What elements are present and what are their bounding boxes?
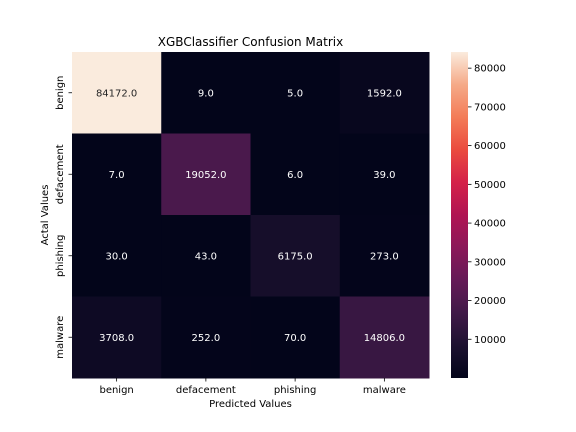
heatmap-cell <box>250 52 341 134</box>
x-axis-ticks: benign defacement phishing malware <box>99 378 406 396</box>
y-axis-ticks: benign defacement phishing malware <box>55 76 72 359</box>
heatmap-cell-label: 6175.0 <box>278 251 313 262</box>
x-tick-label: defacement <box>176 385 236 396</box>
heatmap-cell <box>161 133 251 216</box>
colorbar-tick-label: 40000 <box>474 219 506 230</box>
heatmap-cell <box>250 296 341 379</box>
heatmap-cell <box>72 215 162 297</box>
heatmap-cell-labels: 84172.0 9.0 5.0 1592.0 7.0 19052.0 6.0 39.0 30.0… <box>96 88 405 344</box>
colorbar <box>451 52 468 378</box>
heatmap-cell-label: 6.0 <box>287 170 303 181</box>
colorbar-tick-label: 10000 <box>474 335 506 346</box>
heatmap-cell-label: 84172.0 <box>96 88 137 99</box>
heatmap-cell <box>339 133 430 216</box>
x-axis-label: Predicted Values <box>209 399 292 410</box>
x-tick-label: phishing <box>274 385 316 396</box>
heatmap-cell <box>72 133 162 216</box>
heatmap-cell-label: 14806.0 <box>364 333 405 344</box>
colorbar-tick-label: 80000 <box>474 64 506 75</box>
colorbar-ticks: 10000 20000 30000 40000 50000 60000 70000 80000 <box>468 64 506 346</box>
heatmap-cell-label: 43.0 <box>195 251 217 262</box>
colorbar-tick-label: 60000 <box>474 141 506 152</box>
x-tick-label: malware <box>363 385 406 396</box>
heatmap-cell-label: 39.0 <box>373 170 395 181</box>
heatmap-cell <box>339 52 430 134</box>
heatmap-cell-label: 1592.0 <box>367 88 402 99</box>
heatmap-cell <box>250 133 341 216</box>
colorbar-tick-label: 30000 <box>474 257 506 268</box>
colorbar-tick-label: 20000 <box>474 296 506 307</box>
heatmap-cell-label: 9.0 <box>198 88 214 99</box>
y-tick-label: defacement <box>55 144 66 204</box>
y-tick-label: malware <box>55 316 66 359</box>
heatmap-cell-label: 7.0 <box>109 170 125 181</box>
x-tick-label: benign <box>99 385 133 396</box>
heatmap-cell-label: 5.0 <box>287 88 303 99</box>
y-tick-label: benign <box>55 76 66 110</box>
colorbar-tick-label: 50000 <box>474 180 506 191</box>
heatmap-cell-label: 273.0 <box>370 251 399 262</box>
heatmap-cell <box>72 52 162 134</box>
heatmap-cell-label: 3708.0 <box>99 333 134 344</box>
heatmap-cell-label: 70.0 <box>284 333 306 344</box>
heatmap-cells <box>72 52 430 379</box>
heatmap-cell <box>250 215 341 297</box>
heatmap-cell-label: 19052.0 <box>185 170 226 181</box>
heatmap-cell-label: 252.0 <box>192 333 221 344</box>
y-axis-label: Actal Values <box>40 185 51 246</box>
heatmap-cell <box>339 296 430 379</box>
y-tick-label: phishing <box>55 235 66 277</box>
heatmap-cell-label: 30.0 <box>105 251 127 262</box>
heatmap-cell <box>339 215 430 297</box>
heatmap-cell <box>161 215 251 297</box>
chart-title: XGBClassifier Confusion Matrix <box>158 35 343 49</box>
heatmap-cell <box>72 296 162 379</box>
heatmap-cell <box>161 52 251 134</box>
heatmap-cell <box>161 296 251 379</box>
colorbar-tick-label: 70000 <box>474 102 506 113</box>
